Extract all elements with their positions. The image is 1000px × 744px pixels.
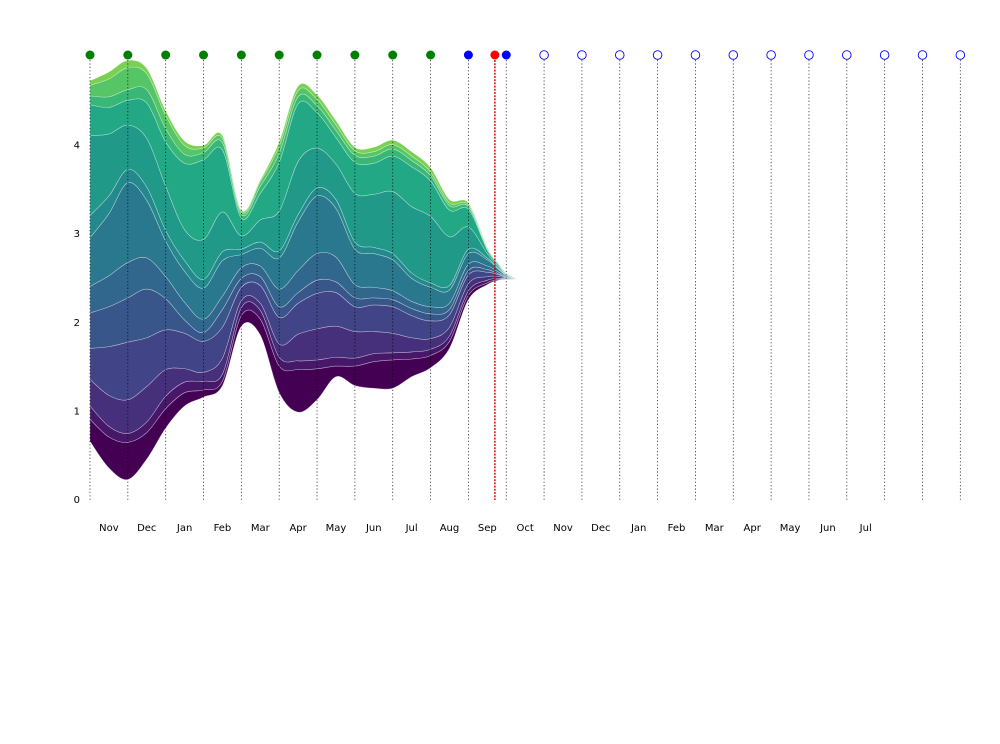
x-tick-label: Aug [440,523,460,534]
x-tick-label: Mar [251,523,271,534]
future-month-marker [652,50,663,60]
y-tick-label: 1 [74,406,80,417]
future-month-marker [842,50,852,60]
future-month-marker [577,50,587,60]
future-month-marker [766,50,776,60]
past-month-marker [426,50,436,60]
future-month-marker [615,50,625,60]
future-month-marker [804,50,814,60]
recent-month-marker [463,50,473,60]
past-month-marker [123,50,133,60]
past-month-marker [85,50,95,60]
x-tick-label: Jun [365,523,382,534]
past-month-marker [388,50,398,60]
x-axis: Nov Dec Jan Feb Mar Apr May Jun Jul Aug Sep Oct Nov D… [99,523,872,534]
past-month-marker [236,50,246,60]
y-tick-label: 4 [74,141,80,152]
stream-layers [89,59,518,480]
x-tick-label: Jan [176,523,192,534]
x-tick-label: Feb [214,523,232,534]
future-month-marker [728,50,739,60]
future-month-marker [955,50,966,60]
x-tick-label: Mar [705,523,725,534]
past-month-marker [161,50,171,60]
x-tick-label: Dec [137,523,156,534]
y-tick-label: 3 [74,229,80,240]
x-tick-label: May [326,523,347,534]
timeline-markers [85,50,966,60]
x-tick-label: Nov [553,523,573,534]
past-month-marker [350,50,360,60]
x-tick-label: Dec [591,523,610,534]
future-month-marker [539,50,549,60]
x-tick-label: Nov [99,523,119,534]
future-month-marker [690,50,701,60]
x-tick-label: Apr [289,523,307,534]
x-tick-label: Sep [478,523,497,534]
recent-month-marker [501,50,511,60]
x-tick-label: Jun [819,523,836,534]
past-month-marker [274,50,284,60]
x-tick-label: Oct [517,523,534,534]
x-tick-label: Feb [668,523,686,534]
past-month-marker [199,50,209,60]
past-month-marker [312,50,322,60]
current-month-marker [490,50,500,60]
y-axis: 0 1 2 3 4 [74,141,80,506]
x-tick-label: Jul [405,523,418,534]
x-tick-label: Apr [744,523,762,534]
y-tick-label: 2 [74,318,80,329]
x-tick-label: May [780,523,801,534]
future-month-marker [879,50,890,60]
y-tick-label: 0 [74,495,80,506]
x-tick-label: Jul [859,523,872,534]
future-month-marker [917,50,928,60]
x-tick-label: Jan [630,523,646,534]
